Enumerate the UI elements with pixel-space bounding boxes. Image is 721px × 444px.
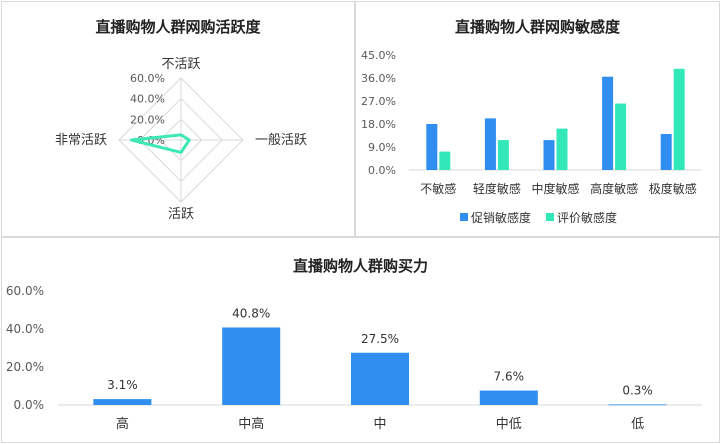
sensitivity-bar-chart: 0.0% 9.0% 18.0% 27.0% 36.0% 45.0% 不敏感 轻度敏感 中度敏感高… [361, 49, 702, 225]
y-tick-label: 18.0% [361, 118, 396, 131]
bar-promotion [484, 118, 496, 170]
radar-tick-label: 40.0% [130, 93, 165, 106]
y-tick-label: 40.0% [6, 322, 44, 336]
bar [222, 327, 281, 405]
radar-tick-label: 20.0% [130, 113, 165, 126]
sensitivity-chart-title: 直播购物人群网购敏感度 [454, 18, 620, 36]
bar-review [556, 128, 568, 170]
x-tick-label: 轻度敏感 [473, 181, 521, 196]
data-label: 27.5% [361, 332, 399, 346]
y-tick-label: 27.0% [361, 95, 396, 108]
y-tick-label: 9.0% [368, 141, 396, 154]
data-label: 3.1% [107, 378, 138, 392]
legend-label: 促销敏感度 [471, 210, 531, 225]
bar-review [615, 103, 627, 170]
legend-label: 评价敏感度 [557, 210, 617, 225]
y-tick-label: 0.0% [368, 164, 396, 177]
bar-promotion [543, 140, 555, 170]
bar-review [673, 68, 685, 170]
data-label: 7.6% [494, 370, 525, 384]
legend-swatch [546, 213, 554, 221]
bar-review [497, 140, 509, 170]
x-tick-label: 中低 [496, 417, 522, 432]
purchasing-power-bar-chart: 0.0% 20.0% 40.0% 60.0% 3.1% 高 40.8% 中高 27.5% 中 7.6… [6, 284, 702, 432]
y-tick-label: 0.0% [14, 398, 45, 412]
legend-swatch [460, 213, 468, 221]
bar [351, 352, 409, 405]
x-tick-label: 中 [373, 417, 386, 432]
radar-axis-label: 一般活跃 [255, 132, 307, 148]
radar-chart-panel: 直播购物人群网购活跃度 0.0% 20.0% 40.0% 60.0% 不活跃 一般活跃 活跃… [1, 1, 355, 237]
data-label: 40.8% [232, 306, 270, 320]
sensitivity-chart-panel: 直播购物人群网购敏感度 0.0% 9.0% 18.0% 27.0% 36.0% 45.0%… [355, 1, 720, 237]
x-tick-label: 中度敏感 [531, 181, 579, 196]
radar-series-line [129, 133, 191, 154]
bar-review [439, 151, 451, 170]
bar [93, 399, 152, 405]
radar-axis-label: 不活跃 [161, 57, 200, 72]
x-tick-label: 极度敏感 [649, 181, 697, 196]
bar-promotion [660, 133, 672, 170]
x-tick-label: 高度敏感 [590, 181, 638, 196]
radar-chart-title: 直播购物人群网购活跃度 [95, 18, 261, 36]
y-tick-label: 20.0% [6, 360, 44, 374]
purchasing-power-chart-title: 直播购物人群购买力 [292, 257, 428, 275]
radar-tick-label: 60.0% [130, 72, 165, 85]
y-tick-label: 45.0% [361, 49, 396, 62]
y-tick-label: 36.0% [361, 72, 396, 85]
radar-axis-label: 非常活跃 [55, 133, 107, 148]
x-tick-label: 高 [116, 416, 129, 432]
radar-axis-label: 活跃 [168, 207, 194, 222]
bar-promotion [426, 124, 438, 170]
x-tick-label: 低 [631, 417, 644, 432]
bar [479, 390, 538, 405]
bar [608, 404, 667, 406]
purchasing-power-chart-panel: 直播购物人群购买力 0.0% 20.0% 40.0% 60.0% 3.1% 高 40.8% 中… [1, 237, 720, 443]
x-tick-label: 中高 [238, 416, 264, 432]
data-label: 0.3% [622, 383, 653, 397]
y-tick-label: 60.0% [6, 284, 44, 298]
x-tick-label: 不敏感 [420, 181, 456, 196]
bar-promotion [602, 76, 614, 170]
